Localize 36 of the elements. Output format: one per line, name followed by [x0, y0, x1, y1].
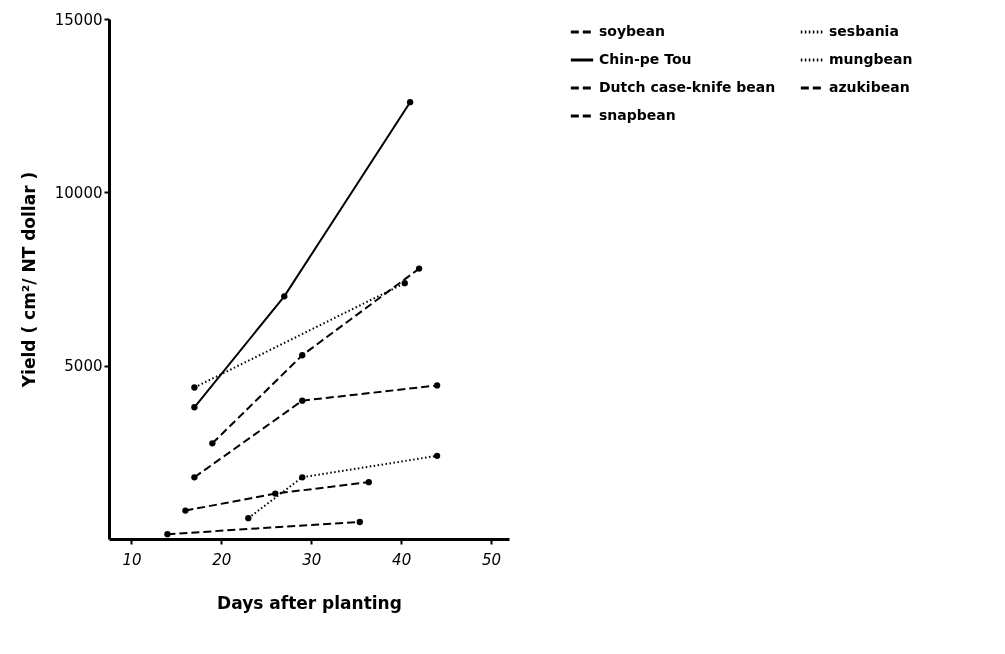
y-tick-label: 15000: [54, 10, 103, 29]
point: [182, 507, 189, 514]
point: [365, 478, 372, 486]
y-tick-label: 5000: [64, 357, 103, 376]
point: [433, 382, 441, 389]
point: [191, 384, 198, 391]
x-tick-label: 40: [392, 550, 412, 569]
x-tick-label: 30: [302, 550, 322, 569]
legend-label: soybean: [599, 23, 666, 39]
point: [281, 293, 288, 300]
point: [191, 474, 198, 481]
legend-label: Dutch case-knife bean: [599, 79, 776, 95]
x-axis-title: Days after planting: [217, 592, 402, 613]
x-tick-label: 10: [122, 550, 142, 569]
y-tick-label: 10000: [54, 183, 103, 202]
point: [191, 404, 198, 411]
point: [406, 99, 414, 106]
point: [433, 452, 441, 459]
point: [356, 518, 363, 526]
y-axis-title: Yield ( cm²/ NT dollar ): [18, 171, 39, 389]
legend-label: azukibean: [829, 79, 910, 95]
point: [415, 265, 423, 272]
point: [164, 530, 171, 538]
point: [299, 397, 306, 404]
x-tick-label: 50: [481, 550, 502, 569]
point: [272, 490, 279, 497]
point: [209, 440, 216, 447]
point: [299, 352, 306, 359]
point: [401, 280, 408, 287]
legend-label: snapbean: [599, 107, 676, 123]
legend-label: sesbania: [829, 23, 899, 39]
point: [299, 474, 306, 481]
x-tick-label: 20: [212, 550, 232, 569]
point: [245, 515, 252, 522]
legend-label: mungbean: [829, 51, 913, 67]
legend-label: Chin-pe Tou: [599, 51, 692, 67]
